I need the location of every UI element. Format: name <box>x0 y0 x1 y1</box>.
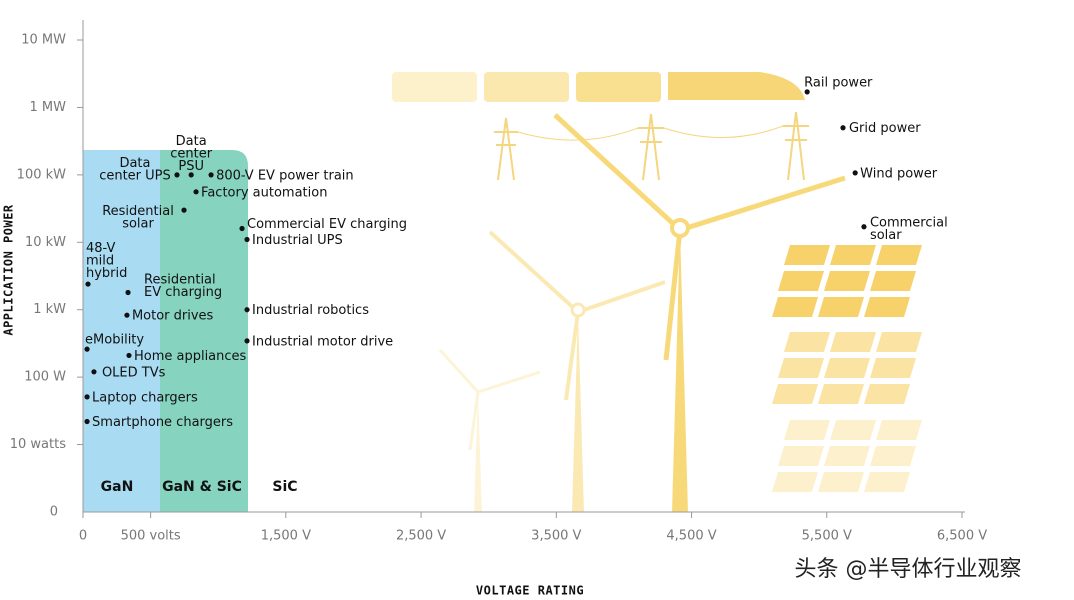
solar-panel <box>864 297 910 317</box>
data-point <box>174 172 180 178</box>
y-tick-label: 1 MW <box>30 100 67 115</box>
data-point <box>804 89 810 95</box>
region-label: GaN & SiC <box>162 479 242 495</box>
solar-panel <box>784 245 830 265</box>
x-axis-title: VOLTAGE RATING <box>476 584 584 598</box>
point-label: Residential EV charging <box>144 272 222 300</box>
x-tick-label: 3,500 V <box>531 529 581 544</box>
point-label: Data center PSU <box>170 133 212 173</box>
point-label: 48-V mild hybrid <box>86 241 127 281</box>
point-label: Industrial motor drive <box>252 334 393 349</box>
data-point <box>181 207 187 213</box>
solar-panel <box>824 358 870 378</box>
solar-panel <box>784 420 830 440</box>
solar-panel <box>784 332 830 352</box>
y-origin-label: 0 <box>50 505 58 520</box>
solar-panel <box>778 271 824 291</box>
x-tick-label: 6,500 V <box>937 529 987 544</box>
solar-panel <box>830 332 876 352</box>
point-label: Home appliances <box>134 349 247 364</box>
y-tick-label: 1 kW <box>33 302 66 317</box>
data-point <box>91 369 97 375</box>
point-label: Wind power <box>860 166 938 181</box>
gan-sic-region <box>160 150 248 512</box>
y-tick-label: 100 W <box>24 370 66 385</box>
point-label: Industrial UPS <box>252 233 343 248</box>
solar-panel <box>824 271 870 291</box>
solar-panel <box>830 420 876 440</box>
data-point <box>840 125 846 131</box>
data-point <box>188 172 194 178</box>
solar-panel <box>772 472 818 492</box>
solar-panels <box>772 245 922 492</box>
x-tick-label: 500 volts <box>121 529 181 544</box>
point-label: Grid power <box>849 121 921 136</box>
point-label: Factory automation <box>201 185 327 200</box>
solar-panel <box>870 446 916 466</box>
point-label: Smartphone chargers <box>92 415 233 430</box>
point-label: 800-V EV power train <box>216 168 354 183</box>
solar-panel <box>818 472 864 492</box>
watermark: 头条 @半导体行业观察 <box>795 557 1022 582</box>
train <box>392 72 805 102</box>
solar-panel <box>778 446 824 466</box>
point-label: Commercial solar <box>870 215 948 243</box>
x-tick-label: 4,500 V <box>666 529 716 544</box>
y-tick-label: 100 kW <box>17 167 66 182</box>
turbines <box>438 113 846 512</box>
region-label: GaN <box>101 479 134 495</box>
data-point <box>84 346 90 352</box>
y-axis-title: APPLICATION POWER <box>2 204 16 336</box>
data-point <box>239 225 245 232</box>
point-label: OLED TVs <box>102 365 166 380</box>
x-tick-label: 5,500 V <box>802 529 852 544</box>
solar-panel <box>824 446 870 466</box>
y-tick-label: 10 kW <box>25 235 66 250</box>
solar-panel <box>864 384 910 404</box>
x-tick-label: 0 <box>79 529 87 544</box>
data-point <box>861 224 867 230</box>
solar-panel <box>870 271 916 291</box>
data-point <box>852 170 858 176</box>
solar-panel <box>876 332 922 352</box>
data-point <box>125 289 131 296</box>
point-label: eMobility <box>85 333 144 348</box>
gan-region <box>83 150 163 512</box>
point-label: Laptop chargers <box>92 390 198 405</box>
solar-panel <box>772 384 818 404</box>
data-point <box>126 352 132 359</box>
data-point <box>84 394 90 400</box>
solar-panel <box>818 297 864 317</box>
solar-panel <box>864 472 910 492</box>
solar-panel <box>870 358 916 378</box>
data-point <box>193 189 199 195</box>
data-point <box>244 338 250 344</box>
solar-panel <box>830 245 876 265</box>
data-point <box>124 312 130 318</box>
point-label: Motor drives <box>132 309 214 324</box>
solar-panel <box>778 358 824 378</box>
point-label: Rail power <box>804 75 873 90</box>
x-tick-label: 1,500 V <box>261 529 311 544</box>
point-label: Commercial EV charging <box>247 217 407 232</box>
pylons <box>494 111 809 181</box>
solar-panel <box>818 384 864 404</box>
solar-panel <box>876 420 922 440</box>
x-tick-label: 2,500 V <box>396 529 446 544</box>
point-label: Industrial robotics <box>252 303 369 318</box>
data-point <box>208 172 214 178</box>
illustrations <box>392 72 922 512</box>
data-point <box>244 236 250 243</box>
region-label: SiC <box>272 479 297 495</box>
point-label: Data center UPS <box>99 155 171 183</box>
data-point <box>84 418 90 425</box>
data-point <box>244 307 250 313</box>
y-tick-label: 10 watts <box>10 437 66 452</box>
point-label: Residential solar <box>102 204 174 232</box>
y-tick-label: 10 MW <box>21 33 66 48</box>
data-point <box>85 281 91 287</box>
solar-panel <box>876 245 922 265</box>
solar-panel <box>772 297 818 317</box>
